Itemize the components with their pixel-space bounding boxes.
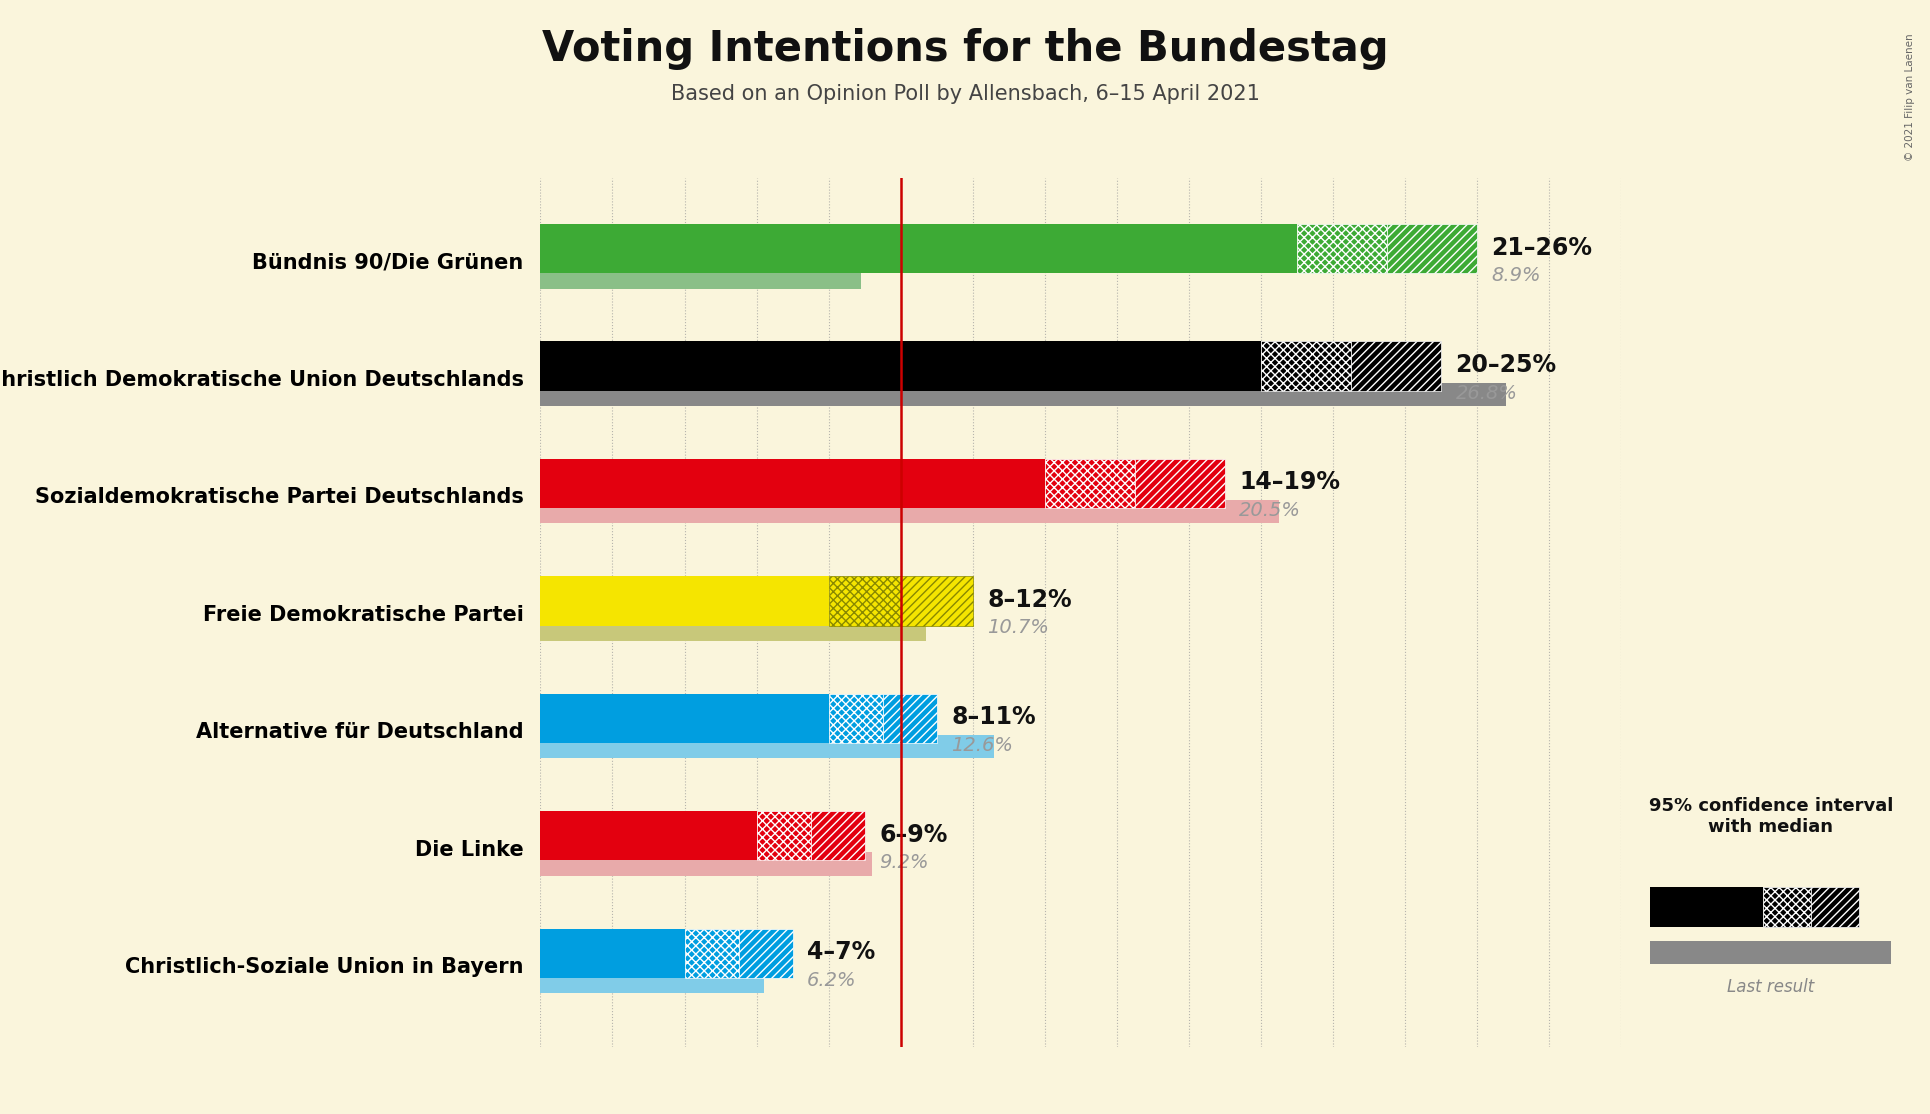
- Bar: [540, 576, 828, 626]
- Bar: [540, 811, 757, 860]
- Bar: [901, 576, 973, 626]
- Bar: [1388, 224, 1476, 273]
- Bar: [828, 576, 901, 626]
- Bar: [540, 735, 994, 759]
- Text: Based on an Opinion Poll by Allensbach, 6–15 April 2021: Based on an Opinion Poll by Allensbach, …: [670, 84, 1260, 104]
- Bar: [540, 969, 764, 994]
- Bar: [1650, 887, 1762, 927]
- Text: Last result: Last result: [1727, 978, 1814, 996]
- Bar: [1650, 941, 1891, 965]
- Bar: [685, 929, 739, 978]
- Bar: [540, 694, 828, 743]
- Text: 20–25%: 20–25%: [1455, 353, 1558, 377]
- Bar: [1351, 342, 1442, 391]
- Bar: [1297, 224, 1388, 273]
- Bar: [882, 694, 936, 743]
- Text: 8–12%: 8–12%: [986, 588, 1071, 612]
- Bar: [540, 617, 926, 641]
- Bar: [739, 929, 793, 978]
- Bar: [811, 811, 865, 860]
- Bar: [757, 811, 811, 860]
- Bar: [1810, 887, 1859, 927]
- Text: 12.6%: 12.6%: [951, 736, 1013, 755]
- Text: 4–7%: 4–7%: [807, 940, 874, 964]
- Bar: [1260, 342, 1351, 391]
- Text: 9.2%: 9.2%: [878, 853, 928, 872]
- Text: 6.2%: 6.2%: [807, 970, 857, 989]
- Text: 10.7%: 10.7%: [986, 618, 1050, 637]
- Bar: [540, 852, 872, 876]
- Text: 8–11%: 8–11%: [951, 705, 1036, 730]
- Text: © 2021 Filip van Laenen: © 2021 Filip van Laenen: [1905, 33, 1915, 162]
- Bar: [540, 224, 1297, 273]
- Bar: [540, 342, 1260, 391]
- Text: 14–19%: 14–19%: [1239, 470, 1339, 495]
- Bar: [540, 382, 1505, 405]
- Text: 6–9%: 6–9%: [878, 822, 948, 847]
- Text: 20.5%: 20.5%: [1239, 501, 1301, 520]
- Bar: [1135, 459, 1226, 508]
- Text: 26.8%: 26.8%: [1455, 383, 1517, 402]
- Bar: [540, 265, 861, 289]
- Text: 21–26%: 21–26%: [1492, 235, 1592, 260]
- Bar: [540, 459, 1044, 508]
- Bar: [540, 500, 1280, 524]
- Bar: [828, 694, 882, 743]
- Text: Voting Intentions for the Bundestag: Voting Intentions for the Bundestag: [542, 28, 1388, 70]
- Bar: [1762, 887, 1810, 927]
- Text: 95% confidence interval
with median: 95% confidence interval with median: [1648, 797, 1893, 836]
- Bar: [540, 929, 685, 978]
- Text: 8.9%: 8.9%: [1492, 266, 1540, 285]
- Bar: [1044, 459, 1135, 508]
